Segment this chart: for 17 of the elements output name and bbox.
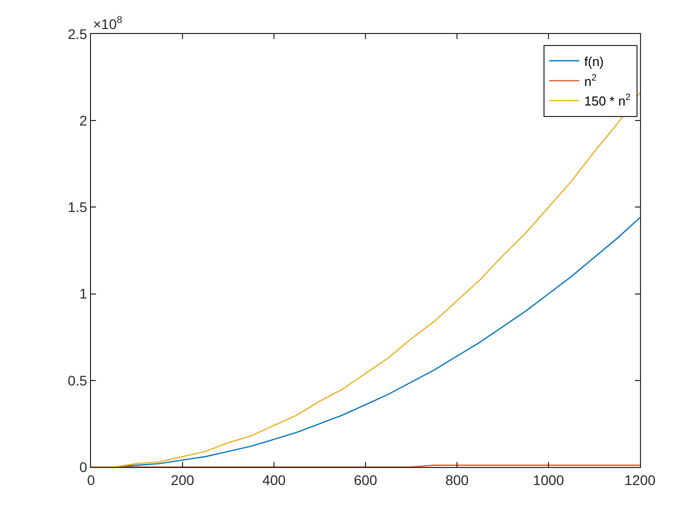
x-tick-label: 200 xyxy=(170,472,194,488)
x-tick-label: 1200 xyxy=(624,472,656,488)
y-tick-label: 0 xyxy=(79,458,88,475)
y-tick-label: 1.5 xyxy=(68,199,88,216)
legend-label: n$^{2}$ xyxy=(584,72,597,89)
text: ×10$^{8}$ xyxy=(93,15,123,32)
legend-label: 150 * n$^{2}$ xyxy=(584,92,631,109)
x-tick-label: 1000 xyxy=(532,472,564,488)
legend-label: f(n) xyxy=(584,54,604,69)
y-tick-label: 2.5 xyxy=(68,26,88,42)
y-tick-label: 0.5 xyxy=(68,372,88,388)
y-tick-label: 1 xyxy=(79,286,88,302)
x-tick-label: 400 xyxy=(262,472,286,488)
line-series xyxy=(91,92,640,467)
x-tick-label: 800 xyxy=(445,472,469,488)
y-tick-label: 2 xyxy=(79,112,88,128)
x-tick-label: 600 xyxy=(354,472,378,488)
